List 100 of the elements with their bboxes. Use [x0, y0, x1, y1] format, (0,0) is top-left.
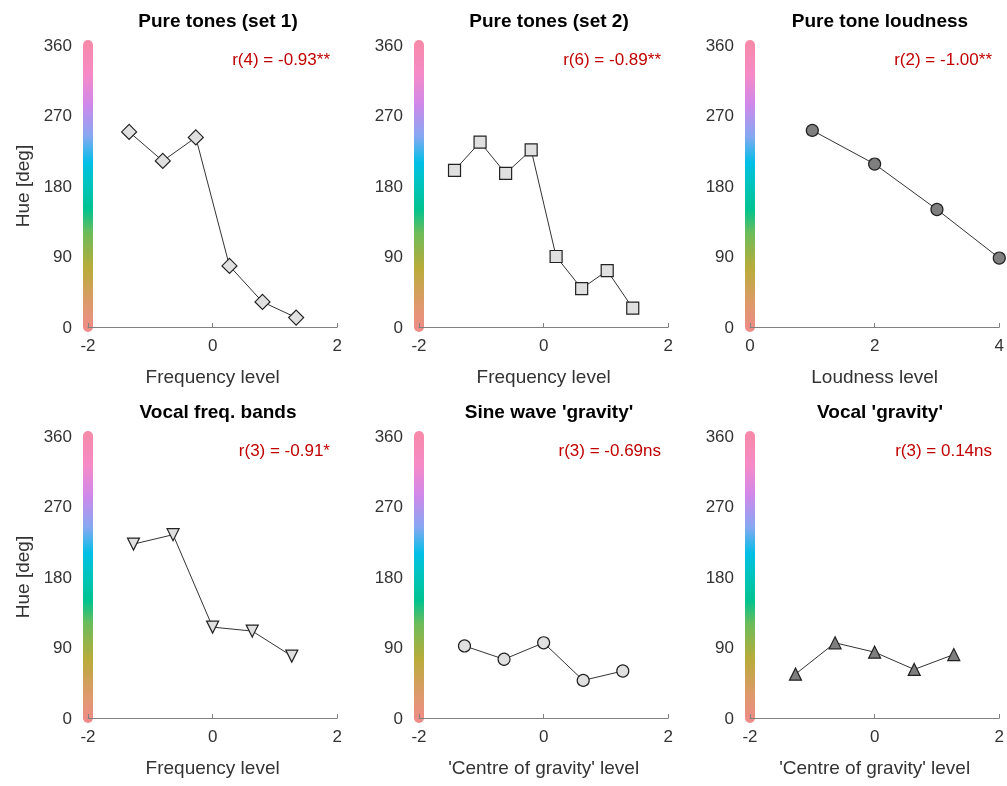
point	[206, 620, 220, 634]
y-tick-label: 90	[53, 638, 72, 657]
y-tick-label: 270	[43, 106, 72, 125]
y-tick-label: 270	[43, 497, 72, 516]
annotation: r(3) = 0.14ns	[895, 441, 992, 460]
y-tick-label: 180	[374, 176, 403, 196]
point	[575, 282, 589, 296]
y-tick-label: 0	[724, 708, 734, 728]
point	[549, 249, 563, 264]
point	[499, 166, 513, 181]
y-tick-label: 90	[384, 638, 403, 657]
y-tick-label: 0	[393, 708, 403, 728]
point	[166, 528, 180, 542]
y-tick-label: 180	[705, 567, 734, 587]
point	[497, 652, 511, 666]
annotation: r(3) = -0.69ns	[558, 441, 661, 460]
y-tick-label: 180	[43, 567, 72, 587]
y-tick-label: 90	[715, 247, 734, 266]
y-tick-label: 270	[374, 497, 403, 516]
x-tick-label: 0	[207, 336, 218, 355]
y-tick-label: 360	[374, 35, 403, 55]
y-tick-label: 90	[53, 247, 72, 266]
point	[245, 624, 259, 638]
x-tick-label: 0	[538, 727, 549, 746]
point	[576, 673, 590, 687]
point	[828, 636, 842, 650]
point	[126, 537, 141, 551]
x-axis-title: Frequency level	[145, 366, 280, 387]
x-axis-title: Frequency level	[145, 757, 280, 778]
x-tick-label: -2	[411, 727, 427, 746]
y-tick-label: 180	[43, 176, 72, 196]
point	[221, 257, 238, 274]
point	[805, 123, 819, 137]
x-axis-title: Loudness level	[811, 366, 939, 387]
x-tick-label: -2	[411, 336, 427, 355]
x-tick-label: 4	[994, 336, 1005, 355]
point	[616, 664, 630, 678]
point	[788, 667, 803, 681]
y-tick-label: 90	[384, 247, 403, 266]
point	[868, 157, 882, 171]
annotation: r(3) = -0.91*	[238, 441, 331, 460]
point	[868, 645, 882, 659]
point	[524, 143, 538, 157]
x-tick-label: 2	[994, 727, 1005, 746]
chart-title: Pure tones (set 2)	[469, 10, 629, 31]
annotation: r(4) = -0.93**	[232, 50, 331, 69]
y-axis-title: Hue [deg]	[12, 144, 33, 228]
y-tick-label: 360	[374, 426, 403, 446]
point	[947, 647, 961, 662]
y-tick-label: 360	[705, 426, 734, 446]
x-tick-label: 2	[663, 727, 674, 746]
point	[288, 309, 305, 326]
point	[254, 293, 271, 311]
point	[537, 636, 551, 650]
x-tick-label: 2	[663, 336, 674, 355]
point	[285, 649, 299, 663]
x-axis-title: 'Centre of gravity' level	[448, 757, 640, 778]
y-tick-label: 0	[62, 708, 72, 728]
point	[626, 301, 640, 315]
y-tick-label: 90	[715, 638, 734, 657]
y-tick-label: 360	[43, 35, 72, 55]
y-tick-label: 0	[724, 317, 734, 337]
x-tick-label: 0	[869, 727, 880, 746]
point	[992, 251, 1006, 265]
chart-title: Vocal 'gravity'	[817, 401, 943, 422]
y-tick-label: 180	[374, 567, 403, 587]
y-tick-label: 360	[705, 35, 734, 55]
chart-title: Vocal freq. bands	[139, 401, 297, 422]
x-axis-title: 'Centre of gravity' level	[779, 757, 971, 778]
x-tick-label: -2	[80, 336, 96, 355]
point	[447, 163, 462, 177]
x-axis-title: Frequency level	[476, 366, 611, 387]
chart-title: Pure tones (set 1)	[138, 10, 298, 31]
x-tick-label: 2	[332, 727, 343, 746]
y-tick-label: 270	[705, 106, 734, 125]
y-tick-label: 270	[705, 497, 734, 516]
y-tick-label: 0	[393, 317, 403, 337]
annotation: r(6) = -0.89**	[563, 50, 662, 69]
y-tick-label: 180	[705, 176, 734, 196]
point	[154, 152, 171, 170]
chart-title: Pure tone loudness	[791, 10, 969, 31]
x-tick-label: 0	[207, 727, 218, 746]
x-tick-label: 0	[538, 336, 549, 355]
x-tick-label: 2	[869, 336, 880, 355]
x-tick-label: 2	[332, 336, 343, 355]
point	[930, 202, 944, 217]
point	[473, 135, 487, 149]
point	[121, 123, 138, 141]
point	[187, 129, 204, 146]
chart-title: Sine wave 'gravity'	[464, 401, 634, 422]
x-tick-label: -2	[80, 727, 96, 746]
y-tick-label: 0	[62, 317, 72, 337]
point	[457, 639, 472, 653]
x-tick-label: -2	[742, 727, 758, 746]
point	[600, 264, 614, 278]
annotation: r(2) = -1.00**	[894, 50, 993, 69]
y-axis-title: Hue [deg]	[12, 535, 33, 619]
y-tick-label: 270	[374, 106, 403, 125]
x-tick-label: 0	[745, 336, 755, 355]
y-tick-label: 360	[43, 426, 72, 446]
